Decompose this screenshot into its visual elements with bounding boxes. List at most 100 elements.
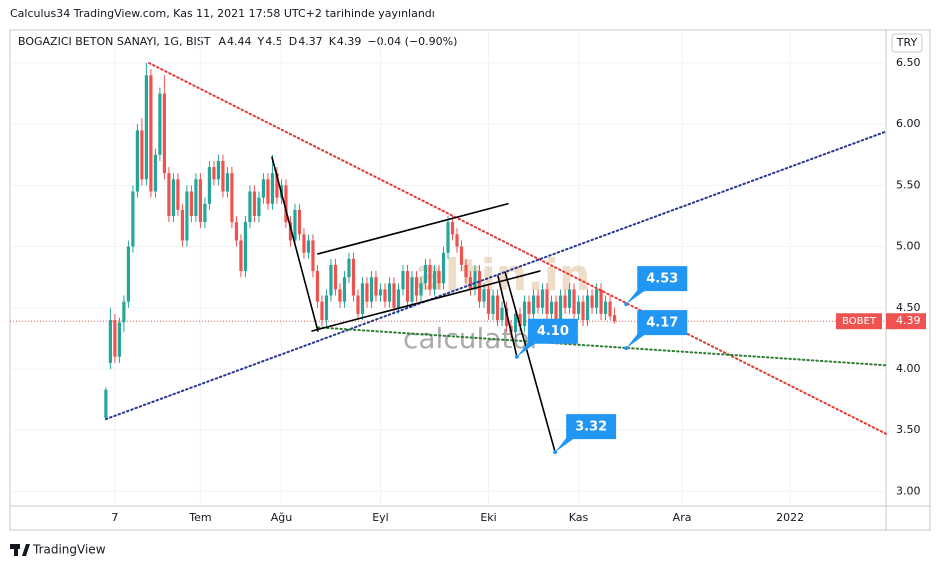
- candle-body: [189, 191, 194, 216]
- candle-body: [135, 130, 139, 192]
- candle-body: [212, 167, 216, 180]
- callout-box: [555, 414, 617, 453]
- ohlc-key: Y: [256, 35, 264, 48]
- candle-body: [392, 283, 396, 308]
- ohlc-key: D: [289, 35, 297, 48]
- symbol-title: BOGAZICI BETON SANAYI, 1G, BIST: [18, 35, 211, 48]
- y-tick-label: 6.00: [896, 117, 921, 130]
- candle-body: [108, 320, 112, 363]
- callout-label: 4.17: [646, 316, 678, 331]
- candle-body: [414, 277, 419, 296]
- candle-body: [203, 203, 207, 223]
- change: −0.04 (−0.90%): [367, 35, 457, 48]
- candle-body: [315, 271, 320, 302]
- candle-body: [554, 301, 558, 321]
- candle-body: [428, 264, 432, 290]
- candle-body: [270, 173, 275, 204]
- candle-body: [288, 222, 293, 241]
- candle-body: [302, 234, 306, 253]
- x-tick-label: Tem: [188, 511, 211, 524]
- x-tick-label: Ağu: [271, 511, 292, 524]
- candle-body: [495, 295, 500, 321]
- y-tick-label: 4.50: [896, 301, 921, 314]
- candle-body: [297, 209, 302, 235]
- x-tick-label: Ara: [673, 511, 692, 524]
- candle-body: [504, 307, 509, 327]
- trend-line: [311, 270, 541, 332]
- candle-body: [594, 289, 599, 308]
- candle-body: [473, 271, 477, 290]
- candle-body: [522, 301, 527, 327]
- callout-anchor: [624, 302, 629, 307]
- candle-body: [468, 277, 473, 290]
- candle-body: [261, 179, 266, 198]
- candle-body: [572, 289, 576, 314]
- candle-body: [432, 271, 437, 290]
- candle-body: [257, 197, 261, 216]
- candle-body: [266, 179, 270, 204]
- candle-body: [293, 209, 297, 241]
- candle-body: [194, 179, 198, 216]
- y-tick-label: 4.00: [896, 362, 921, 375]
- candle-body: [216, 160, 221, 180]
- candle-body: [599, 289, 603, 314]
- candle-body: [185, 191, 189, 241]
- callout-box: [626, 266, 688, 305]
- trend-line: [504, 271, 556, 453]
- candle-body: [140, 130, 144, 180]
- candle-body: [347, 258, 351, 278]
- currency[interactable]: TRY: [896, 36, 918, 49]
- candle-body: [252, 191, 257, 216]
- y-tick-label: 3.00: [896, 484, 921, 497]
- candle-body: [608, 301, 612, 317]
- candle-body: [536, 295, 540, 308]
- candle-body: [329, 264, 333, 296]
- candle-body: [500, 307, 504, 321]
- callout-label: 4.10: [537, 324, 569, 339]
- trend-line: [104, 130, 887, 421]
- tv-logo: [10, 544, 30, 556]
- candle-body: [171, 179, 176, 216]
- candle-body: [131, 191, 135, 247]
- published-note: Calculus34 TradingView.com, Kas 11, 2021…: [10, 7, 435, 20]
- candle-body: [144, 75, 148, 180]
- candle-body: [450, 222, 455, 235]
- candle-body: [360, 283, 365, 314]
- currency-button[interactable]: [891, 33, 923, 53]
- candle-body: [545, 289, 549, 314]
- candle-body: [342, 277, 347, 302]
- candle-body: [198, 179, 203, 223]
- candle-body: [482, 289, 486, 302]
- candle-body: [234, 222, 239, 241]
- candle-body: [356, 295, 360, 314]
- ohlc-value: 4.44: [227, 35, 252, 48]
- candle-body: [122, 301, 126, 323]
- candle-body: [239, 240, 243, 272]
- callout-box: [516, 318, 578, 357]
- candle-body: [153, 154, 157, 192]
- trend-line: [271, 156, 319, 332]
- candle-body: [365, 283, 369, 302]
- callout-label: 3.32: [575, 420, 607, 435]
- candle-body: [518, 313, 522, 327]
- candle-body: [383, 289, 387, 302]
- price-tag: [886, 313, 926, 330]
- candle-body: [423, 264, 428, 284]
- candle-body: [405, 271, 410, 302]
- candle-body: [464, 264, 468, 278]
- candle-body: [126, 246, 130, 302]
- candle-body: [513, 313, 518, 333]
- candle-body: [567, 289, 572, 308]
- candle-body: [563, 295, 567, 308]
- candle-body: [351, 258, 356, 296]
- y-tick-label: 5.50: [896, 178, 921, 191]
- candle-body: [486, 289, 491, 314]
- price-tag: [836, 313, 882, 330]
- candle-body: [117, 322, 121, 357]
- callout-box: [626, 310, 688, 349]
- candle-body: [158, 93, 162, 155]
- candle-body: [248, 191, 252, 223]
- x-tick-label: Eki: [480, 511, 496, 524]
- trend-line: [316, 326, 887, 367]
- candle-body: [284, 185, 288, 223]
